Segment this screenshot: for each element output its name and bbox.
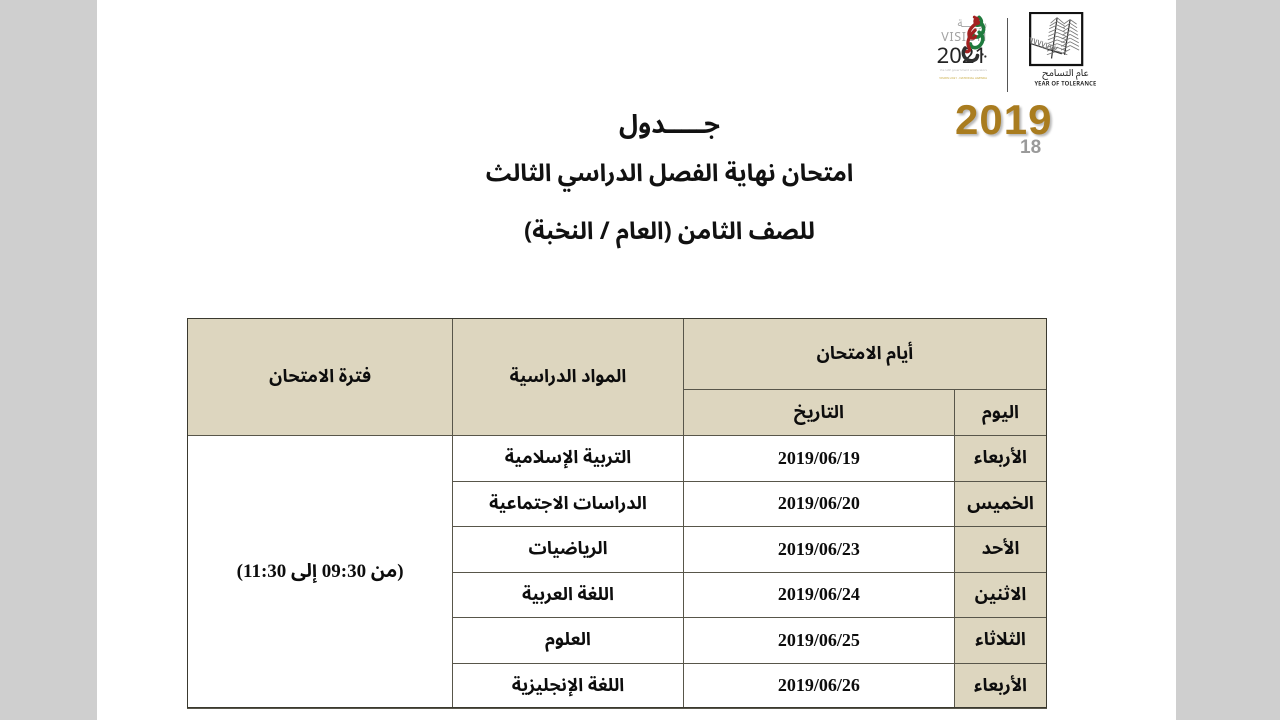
svg-text:the UAE government accelerator: the UAE government accelerators (940, 68, 988, 74)
svg-text:VISION 2021 . NATIONAL AGENDA: VISION 2021 . NATIONAL AGENDA (939, 76, 987, 82)
svg-text:YEAR OF TOLERANCE: YEAR OF TOLERANCE (1034, 78, 1096, 90)
